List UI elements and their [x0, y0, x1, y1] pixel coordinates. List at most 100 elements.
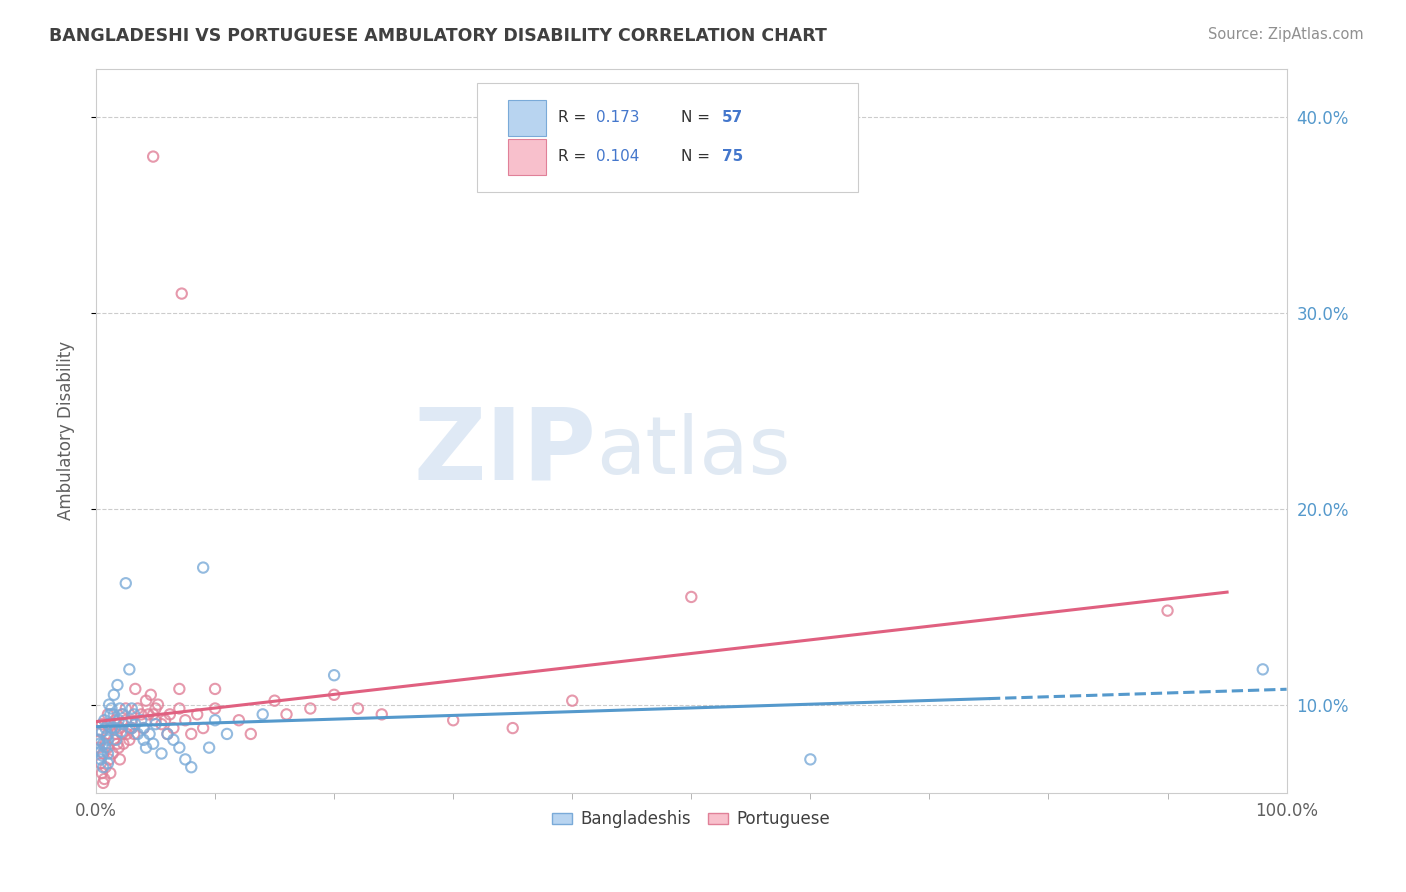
- Point: [89, 732, 111, 747]
- Point: [129, 713, 152, 727]
- Point: [91, 725, 114, 739]
- Point: [159, 707, 181, 722]
- Point: [97, 727, 120, 741]
- Point: [107, 678, 129, 692]
- Point: [90, 756, 112, 771]
- Point: [142, 707, 165, 722]
- Point: [111, 727, 134, 741]
- Point: [94, 760, 117, 774]
- Text: 75: 75: [723, 149, 744, 164]
- Point: [162, 721, 184, 735]
- Text: N =: N =: [681, 149, 714, 164]
- Point: [263, 694, 285, 708]
- Point: [169, 681, 191, 696]
- Text: N =: N =: [681, 111, 714, 125]
- Point: [127, 701, 149, 715]
- Text: BANGLADESHI VS PORTUGUESE AMBULATORY DISABILITY CORRELATION CHART: BANGLADESHI VS PORTUGUESE AMBULATORY DIS…: [49, 27, 827, 45]
- Text: R =: R =: [558, 111, 591, 125]
- Point: [108, 721, 131, 735]
- Point: [105, 727, 128, 741]
- Y-axis label: Ambulatory Disability: Ambulatory Disability: [58, 341, 75, 520]
- Point: [124, 717, 146, 731]
- Point: [107, 713, 129, 727]
- FancyBboxPatch shape: [508, 100, 546, 136]
- Point: [91, 776, 114, 790]
- Point: [1251, 662, 1274, 676]
- Point: [107, 740, 129, 755]
- Point: [162, 732, 184, 747]
- Point: [169, 701, 191, 715]
- Point: [112, 737, 135, 751]
- Point: [101, 747, 124, 761]
- Point: [228, 713, 250, 727]
- Point: [156, 727, 179, 741]
- Point: [323, 688, 346, 702]
- Point: [87, 732, 110, 747]
- Point: [276, 707, 298, 722]
- Point: [135, 740, 157, 755]
- Point: [91, 737, 114, 751]
- Point: [153, 713, 176, 727]
- Point: [191, 721, 214, 735]
- Point: [97, 747, 120, 761]
- Point: [1156, 604, 1178, 618]
- Point: [114, 701, 136, 715]
- Point: [204, 713, 226, 727]
- Point: [180, 760, 202, 774]
- Point: [138, 707, 160, 722]
- Point: [111, 707, 134, 722]
- Point: [118, 662, 141, 676]
- Point: [114, 576, 136, 591]
- Point: [146, 698, 169, 712]
- Point: [127, 727, 149, 741]
- Point: [100, 721, 122, 735]
- Point: [132, 721, 155, 735]
- Point: [103, 707, 125, 722]
- Point: [186, 707, 208, 722]
- Point: [132, 721, 155, 735]
- Point: [103, 688, 125, 702]
- Point: [98, 752, 121, 766]
- Point: [441, 713, 464, 727]
- Point: [97, 740, 120, 755]
- Point: [121, 713, 143, 727]
- Point: [135, 694, 157, 708]
- Point: [169, 740, 191, 755]
- Point: [204, 701, 226, 715]
- Point: [129, 707, 152, 722]
- Point: [121, 721, 143, 735]
- Text: 57: 57: [723, 111, 744, 125]
- Point: [115, 727, 138, 741]
- Point: [118, 732, 141, 747]
- Point: [198, 740, 221, 755]
- Point: [108, 752, 131, 766]
- Point: [239, 727, 262, 741]
- Point: [118, 721, 141, 735]
- Point: [112, 717, 135, 731]
- Point: [122, 727, 145, 741]
- Point: [100, 721, 122, 735]
- Point: [90, 725, 112, 739]
- Point: [142, 737, 165, 751]
- Point: [91, 766, 114, 780]
- Point: [150, 717, 173, 731]
- Point: [132, 732, 155, 747]
- Text: Source: ZipAtlas.com: Source: ZipAtlas.com: [1208, 27, 1364, 42]
- Text: atlas: atlas: [596, 413, 790, 491]
- Point: [174, 752, 197, 766]
- Point: [105, 732, 128, 747]
- Text: R =: R =: [558, 149, 591, 164]
- Point: [204, 681, 226, 696]
- Point: [98, 766, 121, 780]
- Point: [110, 725, 132, 739]
- Point: [104, 713, 127, 727]
- Point: [252, 707, 274, 722]
- Point: [107, 737, 129, 751]
- Point: [94, 740, 117, 755]
- Point: [108, 701, 131, 715]
- Point: [97, 717, 120, 731]
- Point: [87, 740, 110, 755]
- Point: [681, 590, 703, 604]
- Point: [139, 688, 162, 702]
- Point: [96, 729, 118, 743]
